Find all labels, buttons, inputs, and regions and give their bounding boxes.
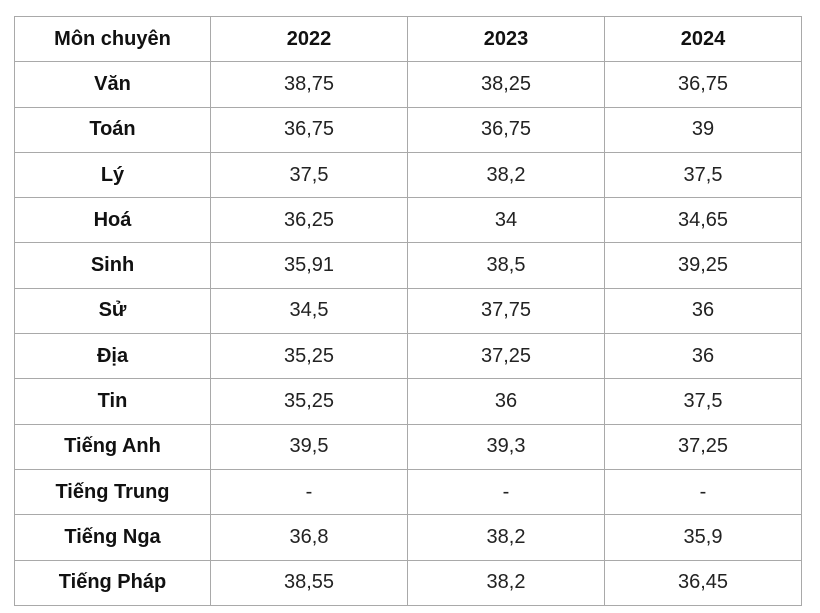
subject-cell: Sử xyxy=(14,287,211,335)
table-row: Sử 34,5 37,75 36 xyxy=(14,287,802,335)
score-cell: 37,25 xyxy=(604,423,802,470)
table-row: Địa 35,25 37,25 36 xyxy=(14,333,802,380)
header-year-2022: 2022 xyxy=(210,15,408,63)
table-row: Văn 38,75 38,25 36,75 xyxy=(14,61,802,108)
score-cell: 36 xyxy=(604,333,802,380)
subject-cell: Tiếng Anh xyxy=(14,423,211,470)
subject-cell: Văn xyxy=(14,61,211,108)
subject-cell: Tiếng Nga xyxy=(14,514,211,561)
score-cell: 37,75 xyxy=(407,287,605,335)
score-cell: 39,5 xyxy=(210,423,408,470)
table-row: Hoá 36,25 34 34,65 xyxy=(14,197,802,244)
subject-cell: Toán xyxy=(14,106,211,153)
table-row: Tiếng Pháp 38,55 38,2 36,45 xyxy=(14,559,802,606)
subject-cell: Sinh xyxy=(14,242,211,289)
score-cell: 39 xyxy=(604,106,802,153)
score-cell: 39,3 xyxy=(407,423,605,470)
subject-cell: Tiếng Trung xyxy=(14,468,211,516)
subject-cell: Hoá xyxy=(14,197,211,244)
score-cell: 39,25 xyxy=(604,242,802,289)
score-cell: 35,25 xyxy=(210,333,408,380)
score-cell: 38,25 xyxy=(407,61,605,108)
score-table: Môn chuyên 2022 2023 2024 Văn 38,75 38,2… xyxy=(14,15,802,606)
score-cell: 34,65 xyxy=(604,197,802,244)
table-row: Sinh 35,91 38,5 39,25 xyxy=(14,242,802,289)
table-row: Tin 35,25 36 37,5 xyxy=(14,378,802,425)
header-row: Môn chuyên 2022 2023 2024 xyxy=(14,15,802,63)
score-cell: 37,5 xyxy=(210,151,408,199)
score-cell: 37,5 xyxy=(604,378,802,425)
score-cell: 38,2 xyxy=(407,559,605,606)
score-cell: 35,91 xyxy=(210,242,408,289)
score-cell: - xyxy=(407,468,605,516)
score-cell: 38,55 xyxy=(210,559,408,606)
score-cell: 37,25 xyxy=(407,333,605,380)
table-row: Tiếng Trung - - - xyxy=(14,468,802,516)
table-body: Văn 38,75 38,25 36,75 Toán 36,75 36,75 3… xyxy=(14,61,802,606)
score-cell: 34,5 xyxy=(210,287,408,335)
score-cell: 37,5 xyxy=(604,151,802,199)
score-cell: 36,75 xyxy=(604,61,802,108)
subject-cell: Tin xyxy=(14,378,211,425)
score-cell: 36,25 xyxy=(210,197,408,244)
header-subject: Môn chuyên xyxy=(14,15,211,63)
subject-cell: Địa xyxy=(14,333,211,380)
score-cell: 38,2 xyxy=(407,514,605,561)
score-cell: - xyxy=(604,468,802,516)
score-cell: 38,2 xyxy=(407,151,605,199)
score-cell: 36 xyxy=(604,287,802,335)
score-cell: 36,8 xyxy=(210,514,408,561)
score-cell: 36,45 xyxy=(604,559,802,606)
score-cell: 36,75 xyxy=(407,106,605,153)
table-header: Môn chuyên 2022 2023 2024 xyxy=(14,15,802,63)
table-row: Tiếng Anh 39,5 39,3 37,25 xyxy=(14,423,802,470)
header-year-2023: 2023 xyxy=(407,15,605,63)
table-row: Toán 36,75 36,75 39 xyxy=(14,106,802,153)
score-cell: 38,5 xyxy=(407,242,605,289)
score-cell: 36,75 xyxy=(210,106,408,153)
subject-cell: Tiếng Pháp xyxy=(14,559,211,606)
subject-cell: Lý xyxy=(14,151,211,199)
score-cell: 36 xyxy=(407,378,605,425)
table-row: Tiếng Nga 36,8 38,2 35,9 xyxy=(14,514,802,561)
score-cell: - xyxy=(210,468,408,516)
score-cell: 38,75 xyxy=(210,61,408,108)
header-year-2024: 2024 xyxy=(604,15,802,63)
score-cell: 35,25 xyxy=(210,378,408,425)
table-row: Lý 37,5 38,2 37,5 xyxy=(14,151,802,199)
score-cell: 34 xyxy=(407,197,605,244)
score-cell: 35,9 xyxy=(604,514,802,561)
